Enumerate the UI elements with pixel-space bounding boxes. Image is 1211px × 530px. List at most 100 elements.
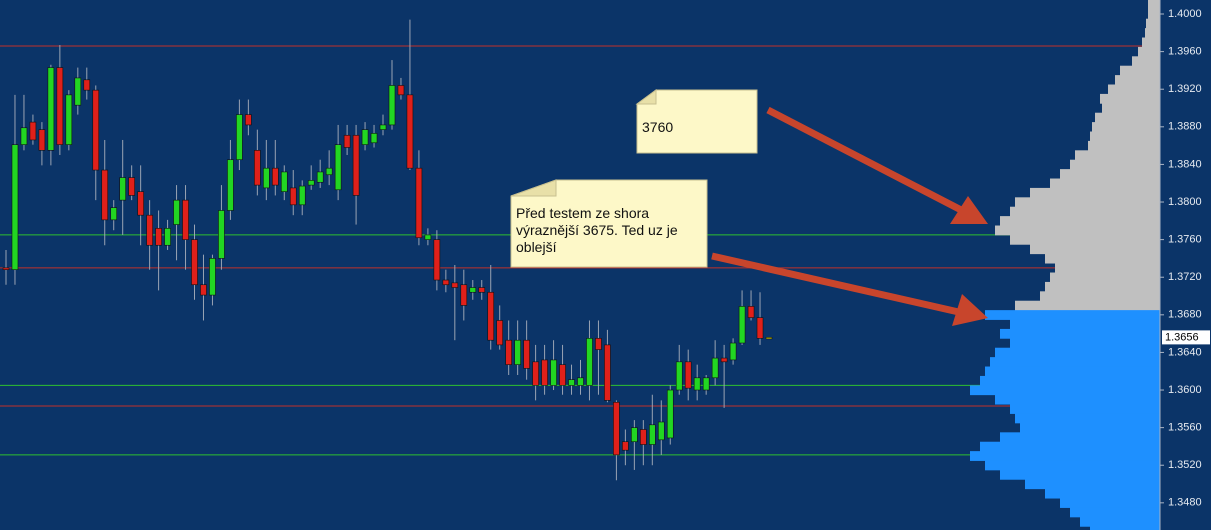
candle-body bbox=[640, 429, 647, 445]
y-tick-label: 1.3800 bbox=[1168, 196, 1202, 208]
profile-bar bbox=[1102, 103, 1160, 114]
candle-body bbox=[765, 337, 773, 340]
y-tick-label: 1.3680 bbox=[1168, 309, 1202, 321]
candle-body bbox=[227, 159, 234, 211]
candle-body bbox=[164, 228, 171, 246]
y-tick-label: 1.3760 bbox=[1168, 234, 1202, 246]
candle-body bbox=[577, 377, 584, 386]
candle-body bbox=[622, 441, 629, 451]
profile-bar bbox=[1148, 0, 1160, 10]
profile-bar bbox=[980, 441, 1160, 452]
candle-body bbox=[720, 357, 728, 363]
candle-body bbox=[469, 287, 477, 293]
candle-body bbox=[514, 339, 521, 365]
profile-bar bbox=[1146, 18, 1160, 29]
y-tick-label: 1.3920 bbox=[1168, 83, 1202, 95]
profile-bar bbox=[1010, 404, 1160, 414]
candle-body bbox=[523, 339, 530, 369]
profile-bar bbox=[1145, 28, 1160, 38]
candle-body bbox=[568, 379, 575, 386]
profile-bar bbox=[1115, 75, 1160, 85]
candle-body bbox=[487, 291, 495, 341]
profile-bar bbox=[980, 375, 1160, 386]
profile-bar bbox=[1070, 159, 1160, 170]
candle-body bbox=[83, 79, 91, 91]
profile-bar bbox=[1015, 300, 1160, 311]
candle-body bbox=[586, 338, 593, 386]
candle-body bbox=[20, 127, 28, 145]
candle-body bbox=[738, 306, 746, 344]
arrow bbox=[711, 252, 964, 317]
profile-bar bbox=[1088, 140, 1160, 151]
profile-bar bbox=[1000, 432, 1160, 443]
note-text: 3760 bbox=[642, 119, 673, 135]
candle-body bbox=[128, 177, 135, 196]
profile-bar bbox=[1108, 84, 1160, 95]
candle-body bbox=[110, 207, 118, 221]
candle-body bbox=[56, 67, 64, 145]
y-tick-label: 1.3720 bbox=[1168, 271, 1202, 283]
candle-body bbox=[182, 199, 189, 240]
candle-body bbox=[2, 267, 10, 271]
profile-bar bbox=[1050, 178, 1160, 189]
profile-bar bbox=[985, 310, 1160, 320]
candle-body bbox=[604, 344, 611, 401]
profile-bar bbox=[1045, 253, 1160, 264]
profile-bar bbox=[1000, 216, 1160, 226]
profile-bar bbox=[1095, 112, 1160, 123]
profile-bar bbox=[1100, 93, 1160, 104]
candle-body bbox=[747, 306, 755, 318]
candle-body bbox=[379, 124, 387, 130]
candle-body bbox=[613, 401, 620, 456]
candle-body bbox=[65, 94, 73, 145]
candle-body bbox=[550, 359, 557, 386]
candle-body bbox=[245, 114, 252, 126]
y-tick-label: 1.3840 bbox=[1168, 158, 1202, 170]
profile-bar bbox=[1025, 479, 1160, 490]
candle-body bbox=[173, 199, 180, 225]
profile-bar bbox=[1070, 507, 1160, 518]
candle-body bbox=[236, 114, 243, 161]
profile-bar bbox=[1132, 56, 1160, 67]
candle-body bbox=[119, 177, 126, 201]
candle-body bbox=[532, 361, 539, 386]
note-line: výraznější 3675. Ted uz je bbox=[516, 222, 678, 238]
profile-bar bbox=[990, 357, 1160, 367]
y-tick-label: 1.3560 bbox=[1168, 422, 1202, 434]
candle-body bbox=[433, 239, 441, 281]
candle-body bbox=[460, 284, 468, 306]
y-tick-label: 1.3640 bbox=[1168, 346, 1202, 358]
profile-bar bbox=[1055, 263, 1160, 273]
candle-body bbox=[352, 134, 360, 196]
candle-body bbox=[657, 421, 665, 441]
profile-bar bbox=[1092, 122, 1160, 132]
profile-bar bbox=[1050, 272, 1160, 283]
candle-body bbox=[711, 357, 719, 379]
candle-body bbox=[137, 191, 144, 216]
last-price: 1.3656 bbox=[1165, 331, 1199, 343]
profile-bar bbox=[1030, 187, 1160, 198]
candle-body bbox=[541, 359, 548, 386]
candle-body bbox=[361, 129, 369, 145]
candle-body bbox=[254, 150, 261, 186]
profile-bar bbox=[1080, 516, 1160, 527]
profile-bar bbox=[970, 451, 1160, 461]
candle-body bbox=[11, 144, 19, 271]
arrow-head bbox=[952, 294, 988, 326]
candle-body bbox=[29, 121, 37, 141]
profile-bar bbox=[1045, 488, 1160, 499]
candle-body bbox=[200, 284, 207, 296]
profile-bar bbox=[1010, 319, 1160, 330]
profile-bar bbox=[1148, 9, 1160, 20]
profile-bar bbox=[1060, 498, 1160, 508]
candle-body bbox=[280, 171, 288, 192]
note-fold bbox=[510, 179, 557, 197]
note-line: 3760 bbox=[642, 119, 673, 135]
profile-bar bbox=[1000, 328, 1160, 339]
candle-body bbox=[343, 134, 351, 148]
profile-bar bbox=[985, 366, 1160, 377]
note-fold bbox=[635, 89, 657, 105]
profile-bar bbox=[1015, 413, 1160, 424]
candle-body bbox=[496, 320, 504, 346]
candle-body bbox=[451, 282, 459, 288]
